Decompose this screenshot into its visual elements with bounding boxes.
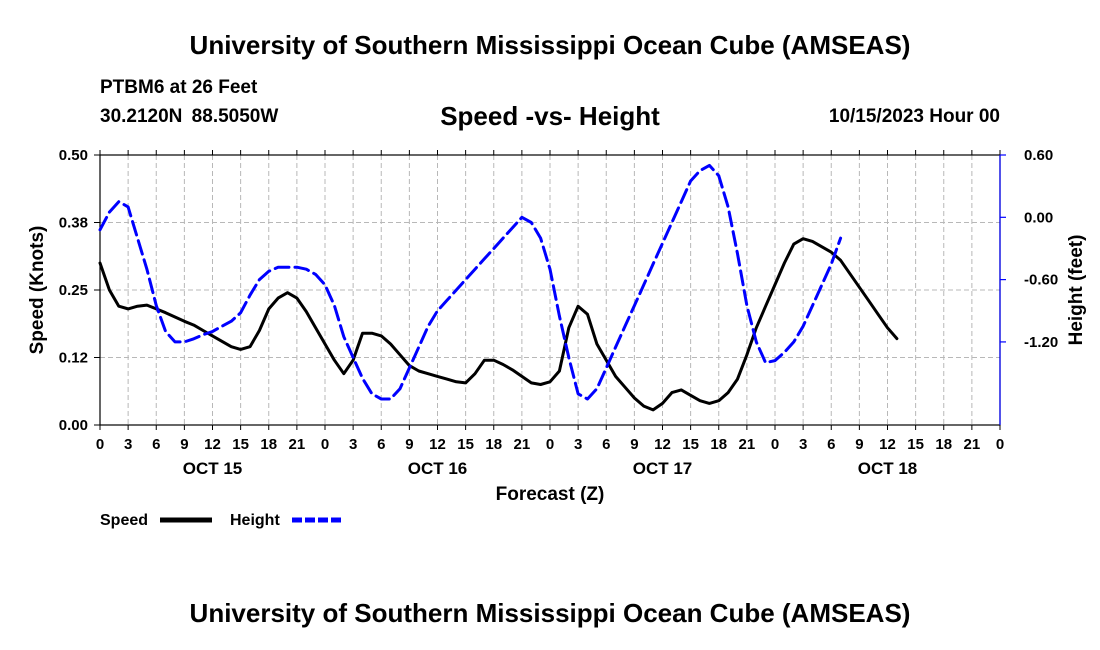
x-tick-label: 15 (682, 436, 699, 453)
day-label: OCT 15 (183, 459, 243, 478)
x-tick-label: 21 (964, 436, 981, 453)
y2-tick-label: 0.00 (1024, 209, 1053, 226)
x-tick-label: 12 (654, 436, 671, 453)
x-tick-label: 9 (630, 436, 638, 453)
forecast-datetime: 10/15/2023 Hour 00 (828, 106, 1000, 127)
x-tick-label: 0 (96, 436, 104, 453)
x-tick-label: 3 (799, 436, 807, 453)
x-tick-label: 6 (827, 436, 835, 453)
station-label: PTBM6 at 26 Feet (100, 77, 258, 98)
x-tick-label: 0 (321, 436, 329, 453)
x-tick-label: 3 (574, 436, 582, 453)
x-tick-label: 0 (996, 436, 1004, 453)
y2-tick-label: 0.60 (1024, 147, 1053, 164)
y-tick-label: 0.38 (59, 215, 88, 232)
axis-ticks (94, 150, 1006, 430)
x-axis-label: Forecast (Z) (496, 484, 605, 505)
station-coordinates: 30.2120N 88.5050W (100, 106, 279, 127)
x-tick-label: 0 (771, 436, 779, 453)
x-tick-label: 9 (405, 436, 413, 453)
x-tick-label: 9 (180, 436, 188, 453)
x-tick-label: 0 (546, 436, 554, 453)
x-tick-label: 18 (485, 436, 502, 453)
chart-subtitle: Speed -vs- Height (440, 101, 660, 131)
y-axis-tick-labels: 0.00 0.12 0.25 0.38 0.50 (59, 147, 88, 434)
x-tick-label: 15 (907, 436, 924, 453)
day-label: OCT 16 (408, 459, 468, 478)
y-tick-label: 0.50 (59, 147, 88, 164)
x-tick-label: 6 (152, 436, 160, 453)
x-tick-label: 21 (739, 436, 756, 453)
y-tick-label: 0.00 (59, 417, 88, 434)
legend-label-speed: Speed (100, 512, 148, 529)
legend-label-height: Height (230, 512, 280, 529)
x-tick-label: 21 (289, 436, 306, 453)
series-line-height (98, 163, 843, 401)
x-tick-label: 12 (879, 436, 896, 453)
x-axis-day-labels: OCT 15 OCT 16 OCT 17 OCT 18 (183, 459, 918, 478)
day-label: OCT 17 (633, 459, 693, 478)
y2-tick-label: -1.20 (1024, 334, 1058, 351)
y-tick-label: 0.25 (59, 282, 88, 299)
x-tick-label: 6 (377, 436, 385, 453)
x-tick-label: 12 (429, 436, 446, 453)
x-axis-tick-labels: 0 3 6 9 12 15 18 21 0 3 6 9 12 15 18 21 0 3 6 9 12 15 18 21 0 3 6 9… (96, 436, 1004, 453)
grid-lines (100, 155, 1000, 425)
x-tick-label: 6 (602, 436, 610, 453)
footer-title: University of Southern Mississippi Ocean… (189, 598, 911, 628)
series-line-speed (98, 237, 899, 412)
legend: Speed Height (100, 512, 342, 529)
x-tick-label: 3 (349, 436, 357, 453)
x-tick-label: 15 (457, 436, 474, 453)
x-tick-label: 12 (204, 436, 221, 453)
x-tick-label: 15 (232, 436, 249, 453)
x-tick-label: 18 (710, 436, 727, 453)
x-tick-label: 3 (124, 436, 132, 453)
y-axis-label: Speed (Knots) (27, 226, 48, 355)
y2-axis-tick-labels: 0.60 0.00 -0.60 -1.20 (1024, 147, 1058, 351)
day-label: OCT 18 (858, 459, 918, 478)
x-tick-label: 18 (260, 436, 277, 453)
y2-tick-label: -0.60 (1024, 272, 1058, 289)
chart-title: University of Southern Mississippi Ocean… (189, 30, 911, 60)
y-tick-label: 0.12 (59, 350, 88, 367)
series-lines (98, 163, 899, 412)
x-tick-label: 9 (855, 436, 863, 453)
x-tick-label: 21 (514, 436, 531, 453)
y2-axis-label: Height (feet) (1066, 235, 1087, 346)
x-tick-label: 18 (935, 436, 952, 453)
